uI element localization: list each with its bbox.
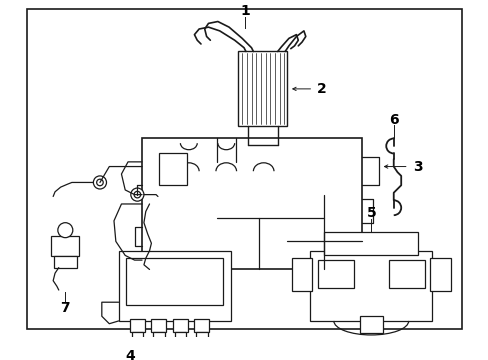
- Bar: [196, 332, 207, 339]
- Bar: [359, 316, 382, 333]
- Bar: [429, 258, 450, 291]
- Text: 2: 2: [316, 82, 326, 96]
- Text: 6: 6: [388, 113, 398, 127]
- Text: 4: 4: [125, 350, 135, 360]
- Bar: [159, 153, 186, 185]
- Bar: [54, 256, 77, 267]
- Bar: [317, 260, 353, 288]
- Bar: [238, 51, 286, 126]
- Bar: [173, 319, 187, 332]
- Bar: [131, 332, 142, 339]
- Text: 1: 1: [240, 4, 249, 18]
- Text: 7: 7: [61, 301, 70, 315]
- Bar: [51, 236, 79, 256]
- Bar: [126, 258, 223, 305]
- Bar: [174, 332, 185, 339]
- Bar: [151, 319, 166, 332]
- Bar: [310, 251, 431, 321]
- Bar: [119, 251, 230, 321]
- Bar: [142, 139, 361, 270]
- Text: 3: 3: [412, 159, 422, 174]
- Circle shape: [134, 191, 141, 198]
- Bar: [388, 260, 424, 288]
- Bar: [291, 258, 312, 291]
- Circle shape: [93, 176, 106, 189]
- Bar: [130, 319, 144, 332]
- Circle shape: [58, 223, 73, 238]
- Text: 5: 5: [366, 206, 375, 220]
- Bar: [194, 319, 209, 332]
- Bar: [153, 332, 164, 339]
- Circle shape: [131, 188, 143, 201]
- Circle shape: [97, 179, 103, 186]
- Bar: [324, 232, 417, 256]
